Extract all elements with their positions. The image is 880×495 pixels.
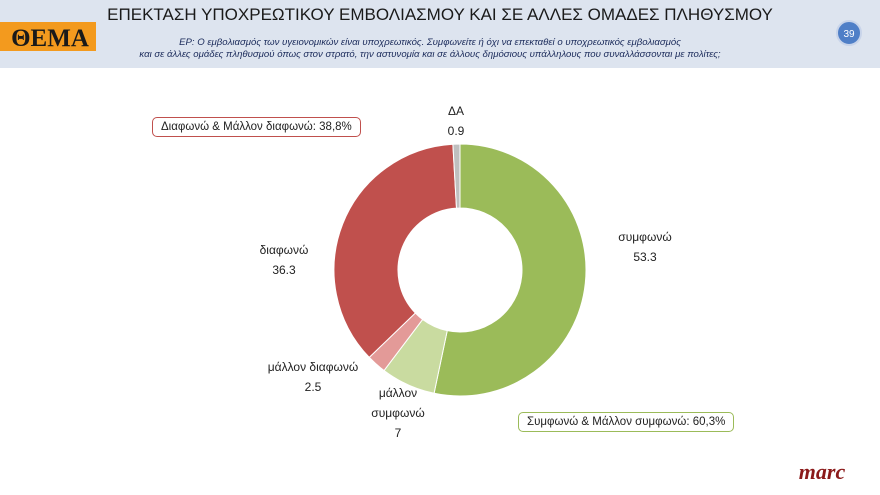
annotation-box: Διαφωνώ & Μάλλον διαφωνώ: 38,8%: [152, 117, 361, 137]
slice-label: διαφωνώ 36.3: [260, 240, 309, 280]
value-label: 53.3: [633, 250, 657, 264]
donut-slice: [333, 143, 458, 359]
logo: ΘΕΜΑ: [11, 25, 89, 52]
value-label: 7: [394, 426, 402, 440]
subtitle-line: και σε άλλες ομάδες πληθυσμού όπως στον …: [139, 49, 720, 60]
category-label: ΔΑ: [447, 104, 465, 118]
category-label: συμφωνώ: [618, 230, 672, 244]
value-label: 36.3: [272, 263, 296, 277]
slice-label: μάλλον διαφωνώ 2.5: [268, 357, 358, 397]
slice-label: μάλλον συμφωνώ 7: [368, 383, 428, 443]
value-label: 0.9: [447, 124, 465, 138]
donut-slice: [433, 143, 587, 397]
annotation-box: Συμφωνώ & Μάλλον συμφωνώ: 60,3%: [518, 412, 735, 432]
category-label: μάλλον διαφωνώ: [267, 360, 359, 374]
category-label: διαφωνώ: [259, 243, 309, 257]
donut-slice: [452, 143, 461, 209]
logo-box: [0, 22, 96, 51]
slice-label: ΔΑ 0.9: [448, 101, 465, 141]
header-band: [0, 0, 880, 68]
subtitle-line: ΕΡ: Ο εμβολιασμός των υγειονομικών είναι…: [179, 37, 681, 48]
page-number: 39: [843, 29, 855, 40]
chart-title: ΕΠΕΚΤΑΣΗ ΥΠΟΧΡΕΩΤΙΚΟΥ ΕΜΒΟΛΙΑΣΜΟΥ ΚΑΙ ΣΕ…: [107, 5, 773, 24]
brand: marc: [799, 459, 846, 484]
category-label: μάλλον συμφωνώ: [371, 386, 425, 420]
value-label: 2.5: [304, 380, 322, 394]
page-badge: [836, 20, 862, 46]
slice-label: συμφωνώ 53.3: [618, 227, 671, 267]
